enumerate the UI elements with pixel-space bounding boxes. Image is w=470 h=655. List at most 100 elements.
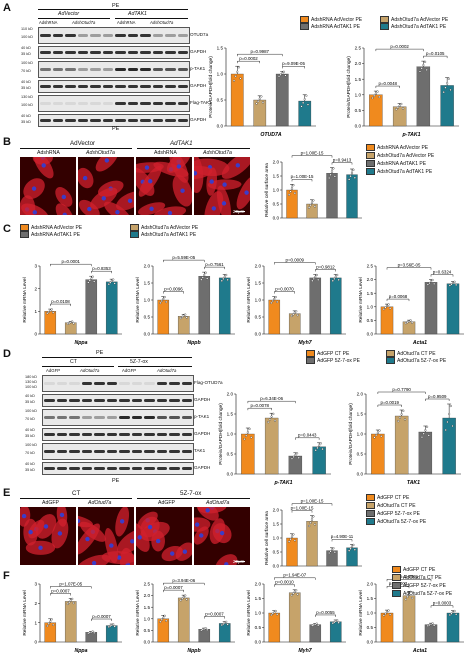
data-point	[66, 602, 69, 605]
data-point	[378, 429, 381, 432]
significance-bracket	[386, 267, 432, 270]
data-point	[314, 449, 317, 452]
pe-footer: PE	[112, 126, 120, 132]
data-point	[296, 314, 299, 317]
pe-footer: PE	[112, 478, 120, 484]
x-axis-label: OTUD7A	[260, 132, 282, 138]
bar	[218, 277, 231, 335]
y-tick-label: 2.0	[255, 582, 262, 587]
y-tick-label: 1	[34, 309, 37, 314]
legend-entry: AdGFP CT PE	[306, 350, 349, 357]
p-value-label: p=0.0009	[286, 257, 305, 262]
significance-bracket	[50, 263, 92, 267]
data-point	[398, 104, 401, 107]
data-point	[276, 613, 279, 616]
blot-strip	[42, 428, 194, 441]
blot-band	[40, 68, 51, 71]
lane-label: AdGFP	[158, 500, 176, 506]
data-point	[426, 283, 429, 286]
data-point	[336, 619, 339, 622]
blot-band	[127, 34, 138, 37]
y-tick-label: 0.5	[227, 452, 234, 457]
y-tick-label: 0.0	[255, 332, 262, 337]
legend-swatch	[130, 224, 139, 231]
blot-band	[156, 433, 167, 436]
data-point	[448, 613, 451, 617]
blot-strip	[42, 409, 194, 426]
bar	[157, 299, 170, 335]
blot-strip	[42, 443, 194, 460]
data-point	[411, 597, 414, 600]
y-tick-label: 0.5	[273, 550, 280, 555]
blot-band	[144, 433, 155, 436]
legend-label: AdOtud7a 5Z-7-ox PE	[377, 518, 427, 525]
blot-band	[131, 382, 142, 385]
legend-swatch	[366, 494, 375, 501]
data-point	[337, 621, 340, 624]
chart-f-nppa: 0 1 2 3 Relative mRNA Level p=0.0007 p=1.07E-0…	[22, 581, 122, 654]
data-point	[200, 278, 203, 281]
data-point	[451, 281, 455, 285]
blot-band	[127, 119, 138, 122]
y-tick-label: 1.5	[367, 291, 374, 296]
blot-band	[177, 51, 188, 54]
blot-band	[152, 34, 163, 37]
lane-label: AdGFP	[42, 500, 60, 506]
data-point	[333, 621, 336, 624]
blot-band	[56, 382, 67, 385]
kd-marker: 35 kD	[25, 399, 35, 404]
data-point	[267, 421, 270, 424]
y-tick-label: 1.5	[367, 596, 374, 601]
data-point	[52, 623, 55, 626]
bar	[177, 316, 190, 335]
data-point	[312, 515, 315, 518]
legend-entry: AdOtud7a 5Z-7-ox PE	[366, 518, 426, 525]
data-point	[159, 620, 162, 623]
significance-bracket	[204, 266, 225, 270]
blot-band	[169, 382, 180, 385]
blot-band	[44, 399, 55, 402]
blot-strip	[42, 462, 194, 475]
data-point	[201, 276, 204, 279]
data-point	[49, 620, 52, 623]
data-point	[52, 311, 55, 314]
y-tick-label: 2.0	[273, 160, 280, 165]
panel-d-legend: AdGFP CT PE AdOtud7a CT PE AdGFP 5Z-7-ox P…	[306, 350, 466, 370]
data-point	[425, 425, 429, 428]
y-tick-label: 2.5	[367, 264, 374, 269]
bar	[198, 629, 211, 643]
kd-marker: 100 kD	[21, 34, 34, 39]
data-point	[315, 273, 318, 277]
data-point	[295, 310, 298, 313]
blot-band	[119, 450, 130, 453]
data-point	[329, 173, 332, 176]
blot-band	[40, 34, 51, 37]
data-point	[353, 548, 356, 551]
bar	[64, 322, 77, 335]
kd-marker: 40 kD	[25, 462, 35, 466]
blot-band	[56, 467, 67, 470]
data-point	[87, 281, 90, 284]
p-value-label: p=3.56E-05	[398, 262, 421, 267]
bar	[298, 100, 312, 127]
y-tick-label: 2.0	[227, 392, 234, 397]
p-value-label: p=0.0007	[164, 585, 183, 590]
data-point	[273, 611, 276, 614]
significance-bracket	[274, 584, 295, 587]
data-point	[46, 312, 49, 315]
y-tick-label: 0.0	[367, 332, 374, 337]
data-point	[93, 280, 96, 283]
ct-header: CT	[70, 359, 77, 365]
blot-band	[90, 119, 101, 122]
data-point	[389, 307, 392, 310]
bar	[309, 277, 322, 335]
blot-band	[52, 34, 63, 37]
data-point	[397, 420, 400, 423]
chart-d-tak1: 0.0 0.5 1.0 1.5 2.0 Protein/GAPDH(fold change…	[348, 387, 461, 486]
data-point	[184, 313, 187, 316]
data-point	[385, 304, 389, 308]
bar	[418, 431, 433, 475]
blot-band	[106, 450, 117, 453]
bar	[288, 455, 303, 475]
